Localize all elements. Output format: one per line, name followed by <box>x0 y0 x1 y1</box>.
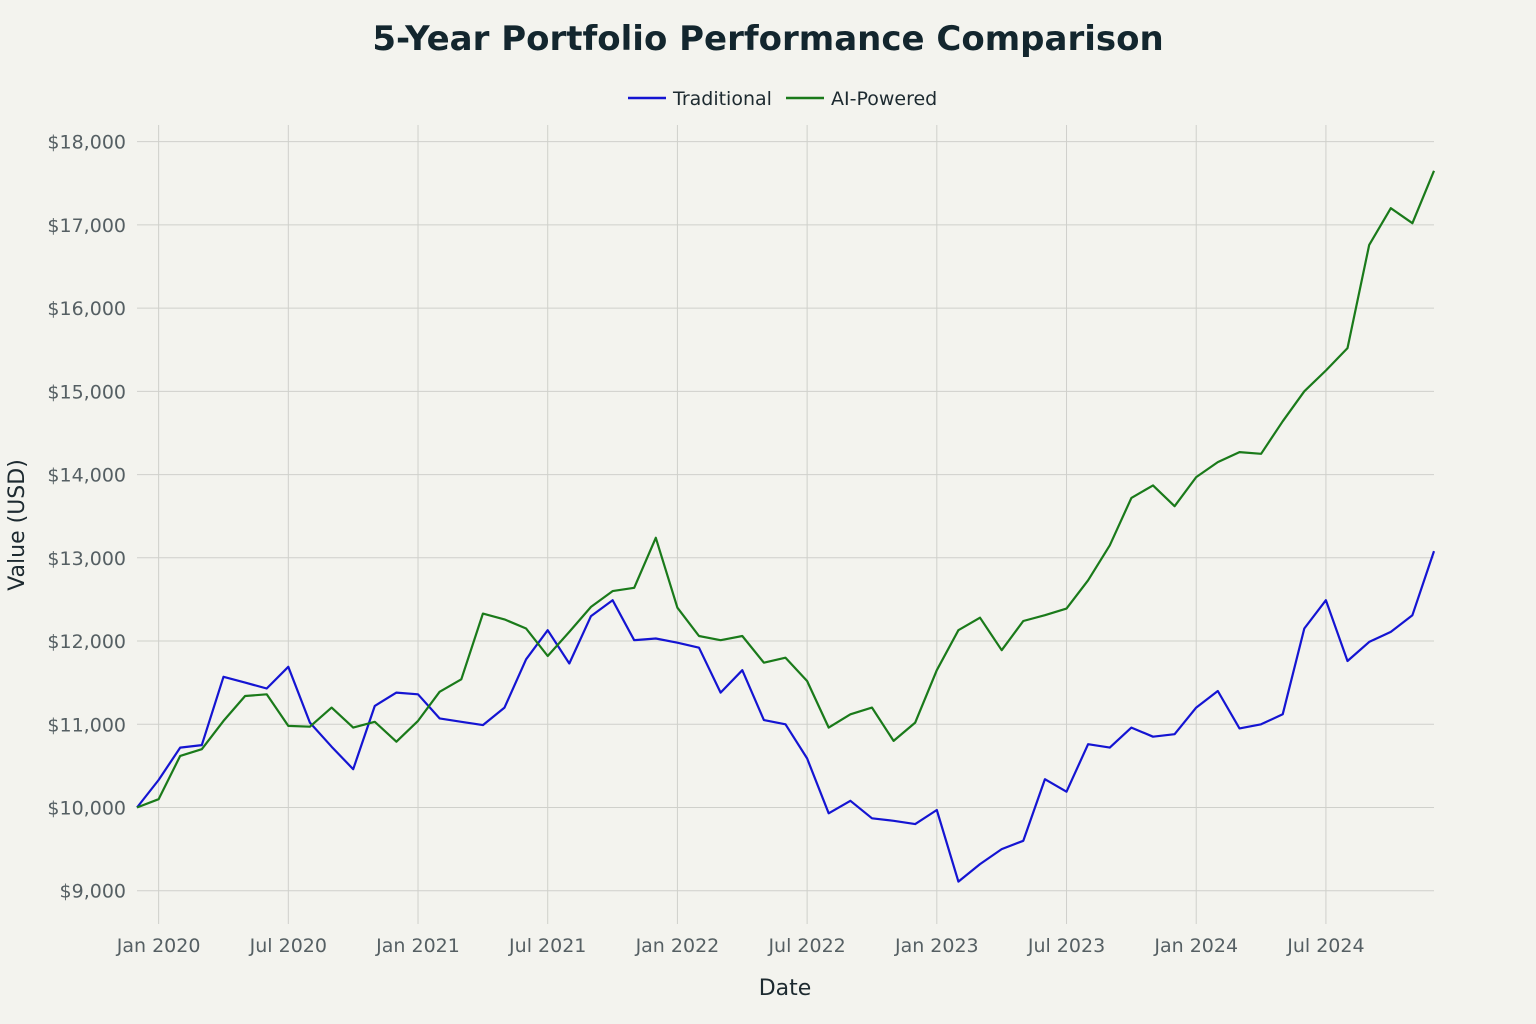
legend[interactable]: Traditional AI-Powered <box>628 88 937 110</box>
y-tick-labels: $9,000 $10,000 $11,000 $12,000 $13,000 $14,00… <box>47 132 126 903</box>
x-tick-label: Jul 2021 <box>508 935 586 957</box>
y-tick-label: $14,000 <box>47 465 126 487</box>
x-tick-label: Jul 2022 <box>767 935 845 957</box>
x-tick-label: Jul 2024 <box>1286 935 1364 957</box>
x-tick-label: Jan 2024 <box>1153 935 1238 957</box>
x-tick-label: Jan 2021 <box>375 935 460 957</box>
x-tick-label: Jan 2020 <box>116 935 201 957</box>
y-tick-label: $12,000 <box>47 631 126 653</box>
y-tick-label: $18,000 <box>47 132 126 154</box>
legend-label-traditional: Traditional <box>672 88 772 110</box>
x-tick-label: Jan 2023 <box>894 935 979 957</box>
y-tick-label: $9,000 <box>60 881 126 903</box>
y-axis-title: Value (USD) <box>5 459 30 591</box>
y-tick-label: $13,000 <box>47 548 126 570</box>
legend-label-ai-powered: AI-Powered <box>831 88 937 110</box>
series-lines <box>136 170 1436 883</box>
chart-title: 5-Year Portfolio Performance Comparison <box>372 19 1163 59</box>
x-tick-label: Jan 2022 <box>635 935 720 957</box>
x-gridlines <box>158 125 1327 924</box>
y-tick-label: $10,000 <box>47 797 126 819</box>
y-tick-label: $15,000 <box>47 381 126 403</box>
series-line-traditional <box>136 550 1436 883</box>
y-gridlines <box>137 141 1434 892</box>
y-tick-label: $16,000 <box>47 298 126 320</box>
x-tick-labels: Jan 2020 Jul 2020 Jan 2021 Jul 2021 Jan 2022… <box>116 935 1365 957</box>
y-tick-label: $17,000 <box>47 215 126 237</box>
series-line-ai-powered <box>136 170 1436 809</box>
x-tick-label: Jul 2023 <box>1027 935 1105 957</box>
y-tick-label: $11,000 <box>47 714 126 736</box>
x-axis-title: Date <box>759 976 812 1001</box>
x-tick-label: Jul 2020 <box>249 935 327 957</box>
